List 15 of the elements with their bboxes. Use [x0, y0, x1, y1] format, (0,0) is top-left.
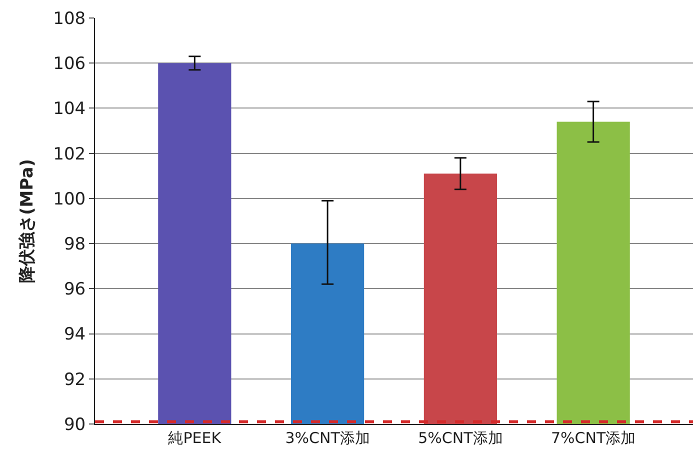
x-tick-label: 純PEEK — [168, 429, 222, 447]
y-tick-label: 100 — [53, 189, 86, 210]
y-tick-label: 90 — [64, 414, 86, 435]
x-tick-label: 3%CNT添加 — [285, 429, 370, 447]
y-tick-label: 106 — [53, 54, 86, 74]
y-tick-label: 102 — [53, 144, 86, 164]
x-tick-label: 5%CNT添加 — [418, 429, 503, 447]
y-tick-label: 98 — [64, 234, 86, 255]
y-tick-label: 108 — [53, 8, 86, 29]
y-tick-label: 96 — [64, 280, 86, 300]
y-tick-label: 92 — [64, 370, 86, 390]
y-tick-label: 104 — [53, 99, 86, 120]
x-tick-label: 7%CNT添加 — [551, 429, 636, 447]
y-axis-title: 降伏強さ(MPa) — [18, 159, 38, 283]
y-tick-label: 94 — [64, 324, 86, 345]
